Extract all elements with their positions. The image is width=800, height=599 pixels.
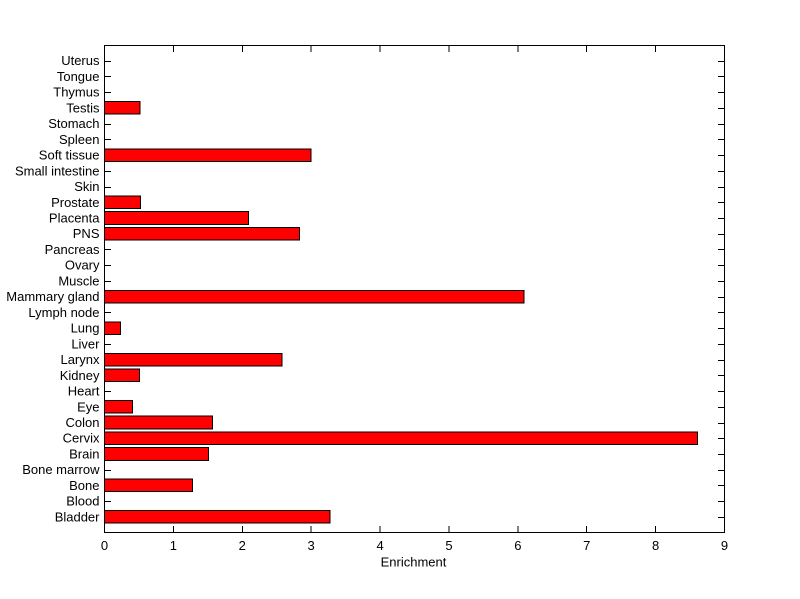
svg-text:Testis: Testis <box>66 100 100 115</box>
svg-text:Ovary: Ovary <box>65 258 100 273</box>
svg-text:Lymph node: Lymph node <box>28 305 99 320</box>
svg-text:Eye: Eye <box>77 399 99 414</box>
svg-text:Brain: Brain <box>69 446 99 461</box>
svg-text:Blood: Blood <box>66 494 99 509</box>
svg-text:Larynx: Larynx <box>60 352 100 367</box>
svg-text:Mammary gland: Mammary gland <box>6 289 99 304</box>
svg-text:Lung: Lung <box>71 321 100 336</box>
svg-text:Thymus: Thymus <box>53 85 100 100</box>
svg-text:4: 4 <box>376 538 383 553</box>
svg-text:3: 3 <box>308 538 315 553</box>
svg-text:Kidney: Kidney <box>60 368 100 383</box>
svg-text:8: 8 <box>652 538 659 553</box>
svg-text:Bone: Bone <box>69 478 99 493</box>
svg-text:Liver: Liver <box>71 336 100 351</box>
svg-text:9: 9 <box>721 538 728 553</box>
svg-text:0: 0 <box>101 538 108 553</box>
svg-text:1: 1 <box>170 538 177 553</box>
svg-text:Uterus: Uterus <box>61 53 100 68</box>
svg-text:6: 6 <box>514 538 521 553</box>
svg-text:Prostate: Prostate <box>51 195 99 210</box>
svg-text:5: 5 <box>445 538 452 553</box>
svg-text:2: 2 <box>239 538 246 553</box>
svg-text:Placenta: Placenta <box>49 211 100 226</box>
svg-text:Soft tissue: Soft tissue <box>39 148 100 163</box>
svg-text:Stomach: Stomach <box>48 116 99 131</box>
svg-text:Pancreas: Pancreas <box>45 242 100 257</box>
svg-text:7: 7 <box>583 538 590 553</box>
svg-text:Enrichment: Enrichment <box>381 555 447 570</box>
svg-text:Bladder: Bladder <box>55 509 100 524</box>
svg-text:Muscle: Muscle <box>58 273 99 288</box>
svg-text:Spleen: Spleen <box>59 132 99 147</box>
svg-text:Colon: Colon <box>66 415 100 430</box>
svg-text:Bone marrow: Bone marrow <box>22 462 100 477</box>
svg-text:Heart: Heart <box>68 384 100 399</box>
svg-text:PNS: PNS <box>73 226 100 241</box>
svg-text:Cervix: Cervix <box>63 431 100 446</box>
svg-text:Skin: Skin <box>74 179 99 194</box>
svg-text:Tongue: Tongue <box>57 69 100 84</box>
svg-text:Small intestine: Small intestine <box>15 163 100 178</box>
